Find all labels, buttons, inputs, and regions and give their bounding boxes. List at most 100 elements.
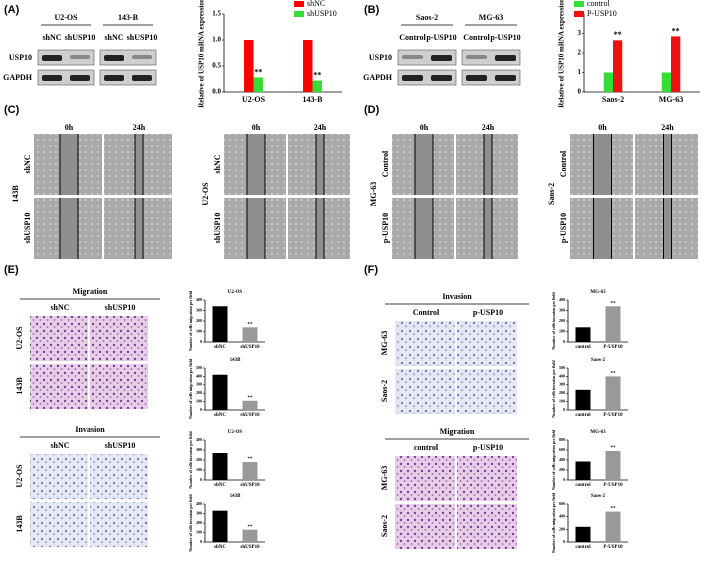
x-tick-label: MG-63 bbox=[659, 95, 683, 104]
wound-gap bbox=[484, 198, 492, 259]
micrograph bbox=[90, 454, 148, 499]
label: Control bbox=[413, 308, 440, 317]
y-tick-label: 500 bbox=[196, 365, 202, 370]
label: shNC bbox=[50, 441, 69, 450]
label: MG-63 bbox=[380, 466, 389, 490]
y-axis-label: Number of cells invasion per field bbox=[188, 494, 193, 552]
label: 24h bbox=[133, 123, 146, 132]
label: USP10 bbox=[9, 53, 32, 62]
wound-gap bbox=[484, 134, 492, 195]
y-axis-label: Number of cells invasion per field bbox=[188, 431, 193, 489]
y-tick-label: 300 bbox=[196, 447, 202, 452]
chart-title: MG-63 bbox=[590, 290, 606, 295]
y-tick-label: 300 bbox=[196, 307, 202, 312]
band bbox=[132, 55, 152, 59]
wound-gap bbox=[415, 198, 433, 259]
band bbox=[104, 55, 124, 61]
blot bbox=[397, 69, 457, 86]
y-tick-label: 2 bbox=[578, 49, 582, 57]
y-tick-label: 100 bbox=[196, 328, 202, 333]
x-tick-label: control bbox=[575, 483, 591, 488]
x-tick-label: shUSP10 bbox=[240, 545, 260, 550]
bar bbox=[242, 462, 258, 480]
label: shNC bbox=[23, 154, 32, 173]
band bbox=[42, 55, 62, 61]
bar bbox=[575, 327, 591, 342]
label: 0h bbox=[252, 123, 261, 132]
bar bbox=[212, 374, 228, 410]
label: shUSP10 bbox=[105, 441, 136, 450]
bar bbox=[212, 453, 228, 480]
y-tick-label: 0 bbox=[200, 407, 202, 412]
significance: ** bbox=[248, 457, 254, 462]
label: 24h bbox=[661, 123, 674, 132]
y-tick-label: 0 bbox=[563, 407, 565, 412]
label: shUSP10 bbox=[23, 213, 32, 244]
label: p-USP10 bbox=[473, 443, 503, 452]
label: p-USP10 bbox=[490, 33, 520, 42]
label: U2-OS bbox=[15, 464, 24, 488]
wound-gap bbox=[316, 198, 324, 259]
micrograph bbox=[30, 364, 88, 409]
wound-gap bbox=[247, 198, 265, 259]
label: U2-OS bbox=[201, 182, 210, 206]
band bbox=[132, 75, 152, 81]
x-tick-label: shNC bbox=[214, 345, 226, 350]
bar bbox=[605, 306, 621, 342]
y-tick-label: 0 bbox=[200, 477, 202, 482]
significance: ** bbox=[248, 322, 254, 327]
y-tick-label: 800 bbox=[559, 437, 565, 442]
label: p-USP10 bbox=[381, 213, 390, 243]
micrograph bbox=[30, 454, 88, 499]
label: Invasion bbox=[442, 292, 472, 301]
x-tick-label: control bbox=[575, 345, 591, 350]
wound-gap bbox=[60, 134, 78, 195]
bar bbox=[212, 510, 228, 542]
micrograph bbox=[457, 369, 517, 414]
significance: ** bbox=[254, 67, 262, 76]
bar bbox=[613, 40, 623, 92]
label: shNC bbox=[213, 154, 222, 173]
y-tick-label: 0 bbox=[578, 88, 582, 96]
legend-swatch bbox=[574, 1, 584, 7]
label: 0h bbox=[420, 123, 429, 132]
y-axis-label: Relative of USP10 mRNA expression bbox=[198, 0, 206, 108]
x-tick-label: P-USP10 bbox=[603, 483, 623, 488]
y-tick-label: 600 bbox=[559, 447, 565, 452]
wound-gap bbox=[247, 134, 265, 195]
y-tick-label: 0 bbox=[563, 539, 565, 544]
y-tick-label: 100 bbox=[196, 467, 202, 472]
wound-gap bbox=[135, 134, 143, 195]
y-tick-label: 400 bbox=[196, 437, 202, 442]
micrograph bbox=[30, 502, 88, 547]
y-tick-label: 0 bbox=[200, 539, 202, 544]
chart-title: Saos-2 bbox=[591, 494, 605, 499]
y-tick-label: 100 bbox=[196, 529, 202, 534]
legend-label: P-USP10 bbox=[587, 9, 617, 18]
x-tick-label: shUSP10 bbox=[240, 345, 260, 350]
y-tick-label: 400 bbox=[196, 501, 202, 506]
wound-gap bbox=[135, 198, 143, 259]
y-tick-label: 0 bbox=[200, 339, 202, 344]
significance: ** bbox=[313, 70, 321, 79]
significance: ** bbox=[611, 301, 617, 306]
legend-swatch bbox=[294, 1, 304, 7]
chart-title: MG-63 bbox=[590, 430, 606, 435]
wound-gap bbox=[593, 198, 612, 259]
legend-label: shUSP10 bbox=[307, 9, 337, 18]
y-axis-label: Number of cells migration per field bbox=[551, 429, 556, 490]
band bbox=[431, 55, 452, 61]
y-tick-label: 1.5 bbox=[212, 10, 221, 18]
bar bbox=[253, 77, 263, 92]
y-tick-label: 400 bbox=[559, 457, 565, 462]
chart-title: 143B bbox=[230, 358, 242, 363]
label: Invasion bbox=[75, 425, 105, 434]
x-tick-label: shNC bbox=[214, 545, 226, 550]
y-tick-label: 100 bbox=[559, 328, 565, 333]
chart-title: U2-OS bbox=[228, 290, 243, 295]
bar bbox=[244, 40, 254, 92]
bar bbox=[242, 327, 258, 342]
chart-title: Saos-2 bbox=[591, 358, 605, 363]
y-tick-label: 1 bbox=[578, 68, 582, 76]
micrograph bbox=[90, 502, 148, 547]
